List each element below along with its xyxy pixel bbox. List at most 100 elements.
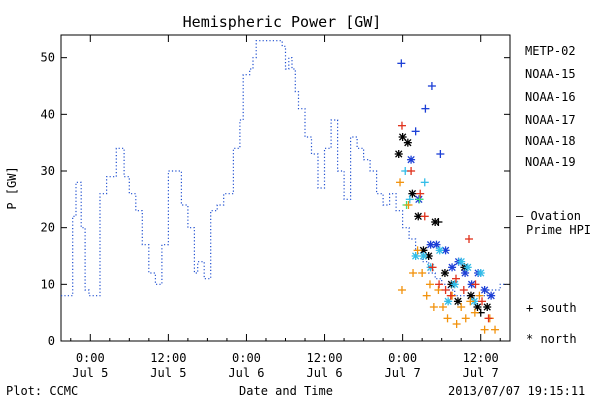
north-marker-noaa-15 bbox=[441, 246, 450, 255]
ovation-hpi-line bbox=[61, 40, 507, 297]
south-marker-noaa-19 bbox=[441, 286, 450, 294]
south-marker-noaa-18 bbox=[452, 320, 461, 328]
x-tick-label-time: 12:00 bbox=[150, 351, 186, 365]
south-marker-noaa-18 bbox=[491, 325, 500, 334]
south-marker-noaa-18 bbox=[443, 314, 452, 323]
plot-frame bbox=[60, 34, 511, 342]
south-marker-noaa-18 bbox=[409, 269, 418, 277]
south-marker-noaa-18 bbox=[457, 303, 466, 311]
north-marker-noaa-16 bbox=[435, 246, 444, 255]
south-marker-noaa-19 bbox=[407, 167, 416, 175]
legend-entry-noaa-18: NOAA-18 bbox=[525, 134, 576, 148]
south-marker-noaa-19 bbox=[435, 280, 444, 289]
x-tick-label-time: 0:00 bbox=[232, 351, 261, 365]
south-marker-noaa-19 bbox=[420, 212, 429, 221]
south-marker-noaa-15 bbox=[421, 104, 430, 113]
south-marker-noaa-19 bbox=[478, 297, 487, 306]
y-tick-label: 10 bbox=[41, 277, 55, 291]
north-marker-noaa-16 bbox=[444, 297, 453, 306]
ovation-hpi-series bbox=[61, 40, 507, 297]
x-tick-label-time: 0:00 bbox=[388, 351, 417, 365]
north-marker-noaa-16 bbox=[457, 257, 466, 266]
south-marker-noaa-16 bbox=[405, 195, 414, 204]
north-marker-noaa-16 bbox=[419, 252, 428, 260]
legend-entry-noaa-16: NOAA-16 bbox=[525, 90, 576, 104]
north-marker-metp-02 bbox=[483, 303, 492, 311]
south-marker-noaa-18 bbox=[475, 291, 484, 300]
south-marker-noaa-18 bbox=[397, 286, 406, 294]
south-marker-noaa-18 bbox=[434, 286, 443, 294]
x-tick-label-time: 12:00 bbox=[463, 351, 499, 365]
x-tick-label-time: 0:00 bbox=[76, 351, 105, 365]
south-marker-noaa-18 bbox=[470, 308, 479, 317]
south-marker-noaa-18 bbox=[438, 303, 447, 311]
north-marker-metp-02 bbox=[394, 150, 403, 158]
x-tick-label-date: Jul 5 bbox=[150, 366, 186, 380]
x-axis-label: Date and Time bbox=[239, 384, 333, 398]
south-marker-noaa-18 bbox=[425, 280, 434, 289]
south-marker-noaa-19 bbox=[459, 286, 468, 294]
legend-entry-noaa-17: NOAA-17 bbox=[525, 113, 576, 127]
legend-marker-south: + south bbox=[526, 301, 577, 315]
south-marker-noaa-19 bbox=[397, 121, 406, 130]
y-tick-label: 40 bbox=[41, 107, 55, 121]
south-marker-noaa-19 bbox=[471, 280, 480, 289]
south-marker-noaa-19 bbox=[484, 314, 493, 323]
legend-entry-metp-02: METP-02 bbox=[525, 44, 576, 58]
legend-ovation-line2: Prime HPI bbox=[526, 223, 591, 237]
y-tick-label: 20 bbox=[41, 221, 55, 235]
south-marker-noaa-18 bbox=[396, 178, 405, 187]
y-tick-label: 50 bbox=[41, 51, 55, 65]
y-axis-label: P [GW] bbox=[5, 166, 19, 209]
south-marker-noaa-16 bbox=[420, 178, 429, 187]
y-axis: 0 10 20 30 40 50 bbox=[41, 51, 510, 348]
north-marker-metp-02 bbox=[453, 297, 462, 306]
y-tick-label: 0 bbox=[48, 334, 55, 348]
south-marker-noaa-18 bbox=[404, 201, 413, 209]
south-marker-noaa-19 bbox=[465, 235, 474, 243]
south-marker-noaa-15 bbox=[411, 127, 420, 136]
south-marker-noaa-18 bbox=[418, 269, 427, 277]
x-tick-label-date: Jul 7 bbox=[385, 366, 421, 380]
south-marker-noaa-18 bbox=[413, 246, 422, 255]
south-marker-noaa-19 bbox=[446, 291, 455, 300]
north-marker-noaa-15 bbox=[487, 291, 496, 300]
south-marker-noaa-18 bbox=[480, 325, 489, 334]
north-marker-noaa-15 bbox=[407, 155, 416, 164]
x-tick-label-date: Jul 7 bbox=[463, 366, 499, 380]
south-marker-noaa-18 bbox=[422, 291, 431, 300]
north-marker-metp-02 bbox=[403, 138, 412, 147]
legend-entry-noaa-19: NOAA-19 bbox=[525, 155, 576, 169]
legend-marker-north: * north bbox=[526, 332, 577, 346]
north-marker-noaa-16 bbox=[476, 269, 485, 277]
timestamp: 2013/07/07 19:15:11 bbox=[448, 384, 585, 398]
south-marker-metp-02 bbox=[434, 218, 443, 226]
north-marker-noaa-15 bbox=[480, 286, 489, 294]
chart-title: Hemispheric Power [GW] bbox=[183, 13, 382, 31]
north-marker-noaa-16 bbox=[463, 263, 472, 272]
north-marker-noaa-15 bbox=[426, 240, 435, 249]
south-marker-noaa-19 bbox=[451, 274, 460, 283]
north-marker-noaa-15 bbox=[432, 240, 441, 249]
south-marker-noaa-18 bbox=[461, 314, 470, 323]
south-marker-noaa-18 bbox=[429, 303, 438, 311]
x-tick-label-date: Jul 6 bbox=[228, 366, 264, 380]
north-marker-metp-02 bbox=[440, 269, 449, 277]
legend-ovation-line1: — Ovation bbox=[516, 209, 581, 223]
south-marker-noaa-19 bbox=[416, 189, 425, 198]
x-tick-label-time: 12:00 bbox=[306, 351, 342, 365]
south-marker-noaa-19 bbox=[428, 263, 437, 272]
south-marker-noaa-15 bbox=[436, 150, 445, 158]
north-marker-noaa-16 bbox=[411, 252, 420, 260]
south-marker-noaa-17 bbox=[415, 195, 424, 204]
x-tick-label-date: Jul 5 bbox=[72, 366, 108, 380]
south-marker-noaa-15 bbox=[397, 59, 406, 68]
plot-credit: Plot: CCMC bbox=[6, 384, 78, 398]
south-marker-noaa-15 bbox=[427, 82, 436, 90]
north-marker-noaa-16 bbox=[450, 280, 459, 289]
north-marker-metp-02 bbox=[414, 212, 423, 221]
y-tick-label: 30 bbox=[41, 164, 55, 178]
north-marker-metp-02 bbox=[398, 133, 407, 141]
